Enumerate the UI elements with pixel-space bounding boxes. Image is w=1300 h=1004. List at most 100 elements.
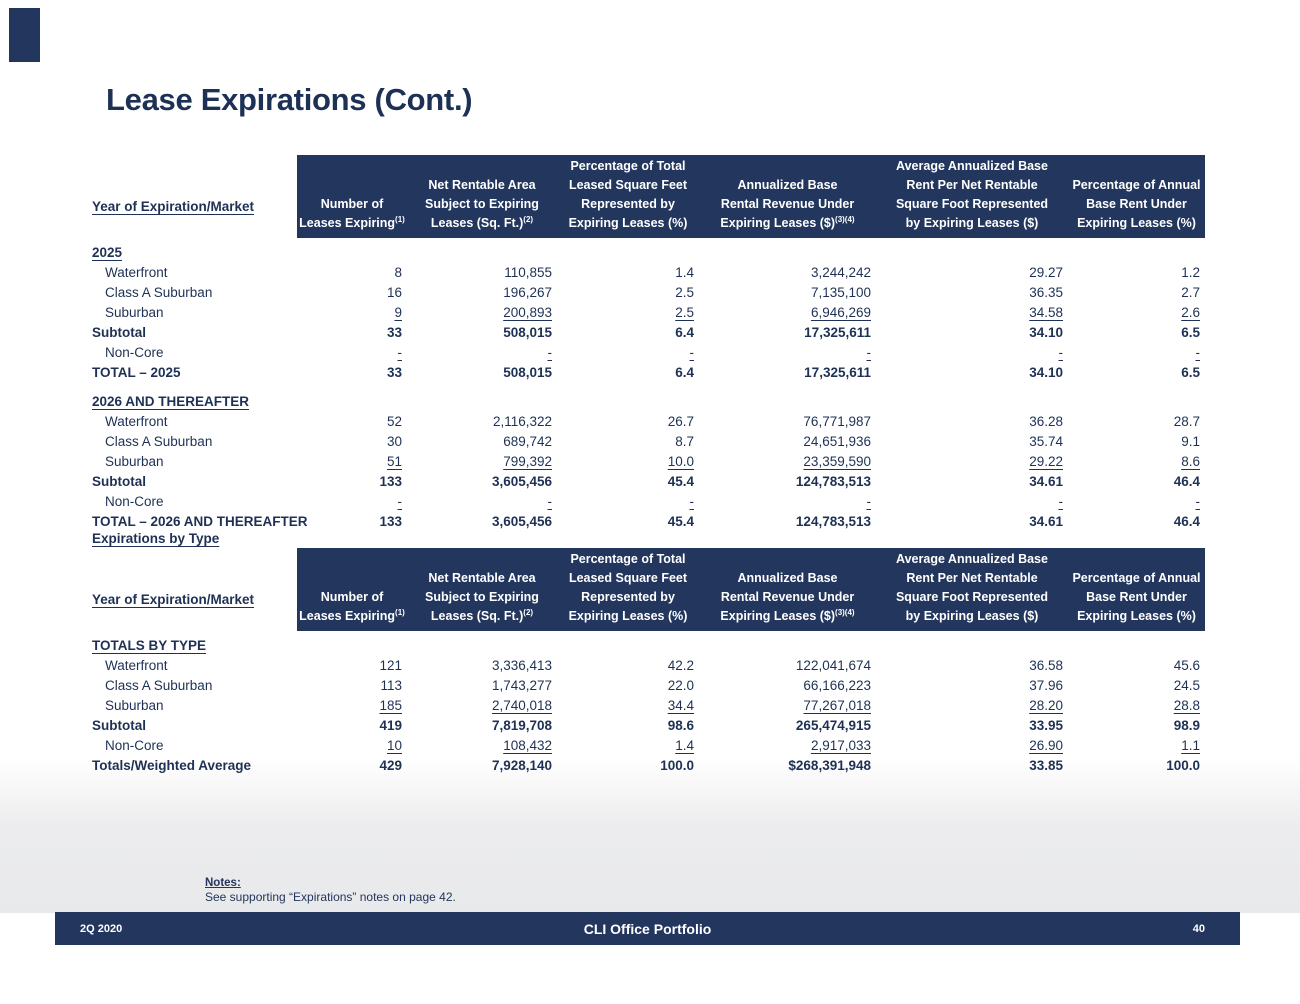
cell-value: 33 (386, 324, 402, 340)
cell-value: 8 (394, 264, 402, 280)
expirations-by-type-heading: Expirations by Type (92, 531, 220, 546)
table-row: TOTAL – 2026 AND THEREAFTER 133 3,605,456 4… (80, 511, 1205, 531)
cell-value: 2,740,018 (491, 697, 552, 713)
cell-value: 26.7 (667, 413, 694, 429)
column-header: Percentage of Total Leased Square Feet Rep… (557, 155, 699, 238)
lease-expirations-by-year-table: Year of Expiration/Market Number of Lease… (80, 155, 1205, 531)
cell-value: 122,041,674 (795, 657, 871, 673)
cell-value: $268,391,948 (788, 757, 871, 773)
cell-value: 121 (379, 657, 402, 673)
cell-value: 45.4 (667, 513, 694, 529)
cell-value: 6,946,269 (810, 304, 871, 320)
footer-bar: 2Q 2020 CLI Office Portfolio 40 (55, 912, 1240, 945)
cell-value: - (547, 493, 553, 509)
cell-value: 419 (379, 717, 402, 733)
cell-value: 7,928,140 (491, 757, 552, 773)
corner-accent-block (9, 8, 40, 62)
cell-value: 200,893 (503, 304, 552, 320)
cell-value: 34.10 (1029, 364, 1063, 380)
footer-quarter-label: 2Q 2020 (80, 922, 123, 935)
table-row: Non-Core - - - - - - (80, 491, 1205, 511)
cell-value: 45.6 (1173, 657, 1200, 673)
footnote-marker: (3)(4) (835, 214, 855, 224)
cell-value: 10 (386, 737, 402, 753)
cell-value: - (866, 344, 872, 360)
table-body: 2025 Waterfront 8 110,855 1.4 3,244,242 29.27 1… (80, 238, 1205, 531)
cell-value: 66,166,223 (803, 677, 871, 693)
table-row: Suburban 9 200,893 2.5 6,946,269 34.58 2.6 (80, 302, 1205, 322)
row-label: Class A Suburban (105, 284, 213, 300)
row-label: Suburban (105, 453, 164, 469)
table-body: TOTALS BY TYPE Waterfront 121 3,336,413 42.2… (80, 631, 1205, 775)
cell-value: 34.58 (1029, 304, 1063, 320)
cell-value: 1.2 (1181, 264, 1200, 280)
table-row: 2025 (80, 242, 1205, 262)
cell-value: 34.61 (1029, 473, 1063, 489)
table-row: Class A Suburban 16 196,267 2.5 7,135,100 36.… (80, 282, 1205, 302)
row-label: Non-Core (105, 344, 164, 360)
cell-value: 9.1 (1181, 433, 1200, 449)
row-label: Waterfront (105, 657, 168, 673)
column-header: Number of Leases Expiring(1) (297, 548, 407, 631)
cell-value: 29.22 (1029, 453, 1063, 469)
cell-value: - (1195, 493, 1201, 509)
cell-value: 113 (380, 677, 402, 693)
cell-value: 6.4 (675, 324, 694, 340)
cell-value: - (397, 493, 403, 509)
column-header: Percentage of Annual Base Rent Under Expir… (1068, 155, 1205, 238)
row-label: Suburban (105, 697, 164, 713)
cell-value: 2.6 (1181, 304, 1200, 320)
cell-value: 689,742 (503, 433, 552, 449)
row-label: Non-Core (105, 737, 164, 753)
cell-value: 6.5 (1181, 364, 1200, 380)
cell-value: 46.4 (1173, 513, 1200, 529)
row-label: Subtotal (92, 324, 146, 340)
row-label: Suburban (105, 304, 164, 320)
table-row: Suburban 185 2,740,018 34.4 77,267,018 28.20 2… (80, 695, 1205, 715)
expirations-by-type-table: Year of Expiration/Market Number of Lease… (80, 548, 1205, 775)
cell-value: 508,015 (503, 364, 552, 380)
cell-value: 2,917,033 (810, 737, 871, 753)
table-row: TOTAL – 2025 33 508,015 6.4 17,325,611 34.10 6… (80, 362, 1205, 382)
notes-text: See supporting “Expirations” notes on pa… (205, 890, 456, 904)
cell-value: 28.20 (1029, 697, 1063, 713)
footnote-marker: (1) (395, 214, 405, 224)
table-header-row: Year of Expiration/Market Number of Lease… (80, 155, 1205, 238)
footer-portfolio-title: CLI Office Portfolio (583, 920, 712, 937)
cell-value: - (547, 344, 553, 360)
cell-value: 33.95 (1029, 717, 1063, 733)
cell-value: 1.4 (675, 737, 694, 753)
notes-block: Notes: See supporting “Expirations” note… (205, 877, 456, 904)
column-header: Average Annualized Base Rent Per Net Rent… (876, 155, 1068, 238)
table-row: Non-Core - - - - - - (80, 342, 1205, 362)
cell-value: - (1195, 344, 1201, 360)
cell-value: 76,771,987 (803, 413, 871, 429)
cell-value: 124,783,513 (795, 513, 871, 529)
column-header: Number of Leases Expiring(1) (297, 155, 407, 238)
row-header-label: Year of Expiration/Market (92, 199, 255, 214)
cell-value: 799,392 (503, 453, 552, 469)
cell-value: 3,605,456 (491, 473, 552, 489)
cell-value: 37.96 (1029, 677, 1063, 693)
cell-value: 8.6 (1181, 453, 1200, 469)
footnote-marker: (3)(4) (835, 607, 855, 617)
table-row: Subtotal 33 508,015 6.4 17,325,611 34.10 6.5 (80, 322, 1205, 342)
table-row: Totals/Weighted Average 429 7,928,140 100.0… (80, 755, 1205, 775)
cell-value: 24.5 (1173, 677, 1200, 693)
cell-value: 2.5 (675, 284, 694, 300)
cell-value: 29.27 (1029, 264, 1063, 280)
cell-value: 10.0 (667, 453, 694, 469)
row-label: Waterfront (105, 413, 168, 429)
table-row: Subtotal 133 3,605,456 45.4 124,783,513 34.61… (80, 471, 1205, 491)
column-header: Percentage of Total Leased Square Feet Rep… (557, 548, 699, 631)
row-label: Subtotal (92, 473, 146, 489)
cell-value: 46.4 (1173, 473, 1200, 489)
cell-value: 1.4 (675, 264, 694, 280)
column-header: Average Annualized Base Rent Per Net Rent… (876, 548, 1068, 631)
row-label: Non-Core (105, 493, 164, 509)
table-row: Subtotal 419 7,819,708 98.6 265,474,915 33.95… (80, 715, 1205, 735)
cell-value: 100.0 (660, 757, 694, 773)
cell-value: 77,267,018 (803, 697, 871, 713)
table-row: Waterfront 8 110,855 1.4 3,244,242 29.27 1.2 (80, 262, 1205, 282)
row-label: 2026 AND THEREAFTER (92, 393, 250, 409)
